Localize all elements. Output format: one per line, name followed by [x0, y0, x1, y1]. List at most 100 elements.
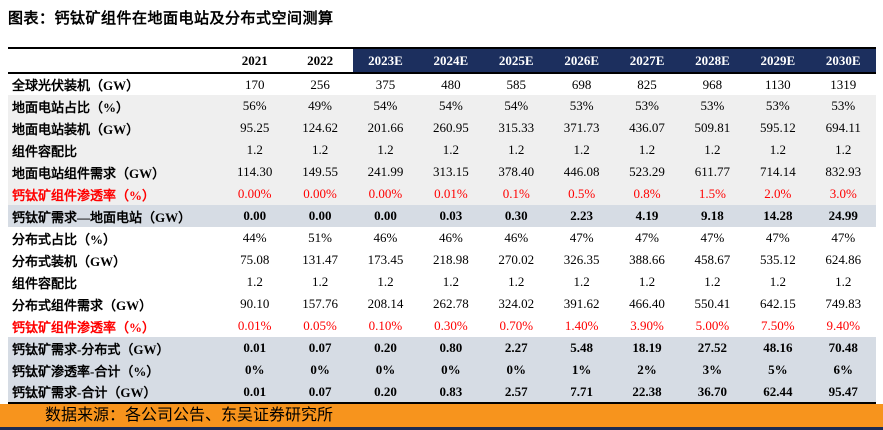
cell-value: 509.81 — [679, 117, 746, 139]
cell-value: 480 — [441, 76, 461, 92]
cell-value: 27.52 — [679, 337, 746, 359]
cell-value: 208.14 — [367, 296, 404, 311]
cell-value: 7.50% — [761, 318, 795, 333]
row-label: 组件容配比 — [12, 275, 78, 291]
table-body: 全球光伏装机（GW） 170 256 375 480 585 698 825 968 1130 13… — [8, 73, 876, 403]
cell-value: 642.15 — [759, 296, 796, 311]
col-header-2023e: 2023E — [352, 48, 419, 73]
cell-value: 0.01% — [237, 318, 272, 333]
cell-value: 0.07 — [287, 381, 353, 403]
cell-value: 0.83 — [418, 381, 484, 403]
cell-value: 1.2 — [614, 139, 680, 161]
row-label: 分布式占比（%） — [12, 231, 117, 247]
cell-value: 95.25 — [222, 117, 288, 139]
cell-value: 1.2 — [704, 274, 721, 289]
cell-value: 523.29 — [614, 161, 680, 183]
row-label-header — [8, 48, 222, 73]
cell-value: 0.07 — [287, 337, 353, 359]
cell-value: 0.20 — [352, 337, 419, 359]
cell-value: 1.40% — [564, 318, 599, 333]
cell-value: 7.71 — [548, 381, 615, 403]
cell-value: 1.2 — [508, 274, 525, 289]
cell-value: 0.80 — [418, 337, 484, 359]
cell-value: 53% — [548, 95, 615, 117]
cell-value: 388.66 — [629, 252, 665, 267]
cell-value: 256 — [310, 76, 330, 92]
cell-value: 0.00 — [352, 205, 419, 227]
cell-value: 832.93 — [810, 161, 876, 183]
cell-value: 3.90% — [630, 318, 664, 333]
cell-value: 173.45 — [367, 252, 404, 267]
bottom-strip — [0, 427, 883, 430]
cell-value: 1% — [548, 359, 615, 381]
cell-value: 458.67 — [694, 252, 731, 267]
cell-value: 1.2 — [246, 274, 263, 289]
cell-value: 1.2 — [769, 274, 786, 289]
col-header-2028e: 2028E — [679, 48, 746, 73]
table-row: 钙钛矿组件渗透率（%） 0.01% 0.05% 0.10% 0.30% 0.70% 1.40… — [8, 315, 876, 337]
cell-value: 1.2 — [287, 139, 353, 161]
cell-value: 326.35 — [563, 252, 600, 267]
row-label: 钙钛矿渗透率-合计（%） — [8, 359, 222, 381]
row-label: 钙钛矿组件渗透率（%） — [12, 319, 156, 335]
cell-value: 260.95 — [418, 117, 484, 139]
cell-value: 53% — [614, 95, 680, 117]
col-header-2021: 2021 — [222, 48, 288, 73]
cell-value: 18.19 — [614, 337, 680, 359]
cell-value: 54% — [418, 95, 484, 117]
table-row: 钙钛矿组件渗透率（%） 0.00% 0.00% 0.00% 0.01% 0.1% 0.5% 0… — [8, 183, 876, 205]
cell-value: 1.2 — [835, 274, 852, 289]
cell-value: 90.10 — [240, 296, 270, 311]
cell-value: 47% — [569, 230, 594, 245]
cell-value: 48.16 — [745, 337, 811, 359]
cell-value: 1.2 — [810, 139, 876, 161]
source-text: 数据来源：各公司公告、东吴证券研究所 — [45, 407, 334, 424]
cell-value: 550.41 — [694, 296, 731, 311]
cell-value: 9.40% — [826, 318, 861, 333]
cell-value: 0.1% — [483, 183, 549, 205]
cell-value: 0.00% — [352, 183, 419, 205]
cell-value: 5% — [745, 359, 811, 381]
cell-value: 968 — [702, 76, 723, 92]
cell-value: 1.2 — [679, 139, 746, 161]
cell-value: 0% — [352, 359, 419, 381]
cell-value: 24.99 — [810, 205, 876, 227]
cell-value: 371.73 — [548, 117, 615, 139]
cell-value: 75.08 — [240, 252, 270, 267]
cell-value: 0.10% — [368, 318, 403, 333]
table-row: 分布式装机（GW） 75.08 131.47 173.45 218.98 270.02 32… — [8, 249, 876, 271]
col-header-2030e: 2030E — [810, 48, 876, 73]
cell-value: 53% — [679, 95, 746, 117]
row-label: 钙钛矿需求-分布式（GW） — [8, 337, 222, 359]
cell-value: 46% — [504, 230, 529, 245]
cell-value: 95.47 — [810, 381, 876, 403]
cell-value: 391.62 — [563, 296, 600, 311]
cell-value: 2.27 — [483, 337, 549, 359]
row-label: 组件容配比 — [8, 139, 222, 161]
cell-value: 0.00% — [287, 183, 353, 205]
cell-value: 0.30 — [483, 205, 549, 227]
table-row: 钙钛矿需求-分布式（GW） 0.01 0.07 0.20 0.80 2.27 5.48 18.… — [8, 337, 876, 359]
table-row: 钙钛矿渗透率-合计（%） 0% 0% 0% 0% 0% 1% 2% 3% 5% 6% — [8, 359, 876, 381]
cell-value: 3.0% — [810, 183, 876, 205]
row-label: 分布式装机（GW） — [12, 253, 127, 269]
cell-value: 749.83 — [825, 296, 862, 311]
cell-value: 46% — [373, 230, 398, 245]
cell-value: 1.2 — [442, 274, 459, 289]
cell-value: 2.57 — [483, 381, 549, 403]
cell-value: 3% — [679, 359, 746, 381]
cell-value: 47% — [765, 230, 790, 245]
row-label: 全球光伏装机（GW） — [12, 78, 140, 93]
cell-value: 0.00 — [287, 205, 353, 227]
cell-value: 36.70 — [679, 381, 746, 403]
cell-value: 1.2 — [548, 139, 615, 161]
cell-value: 9.18 — [679, 205, 746, 227]
cell-value: 241.99 — [352, 161, 419, 183]
cell-value: 51% — [308, 230, 332, 245]
cell-value: 313.15 — [418, 161, 484, 183]
table-row: 全球光伏装机（GW） 170 256 375 480 585 698 825 968 1130 13… — [8, 73, 876, 95]
row-label: 地面电站占比（%） — [8, 95, 222, 117]
cell-value: 47% — [635, 230, 659, 245]
cell-value: 378.40 — [483, 161, 549, 183]
